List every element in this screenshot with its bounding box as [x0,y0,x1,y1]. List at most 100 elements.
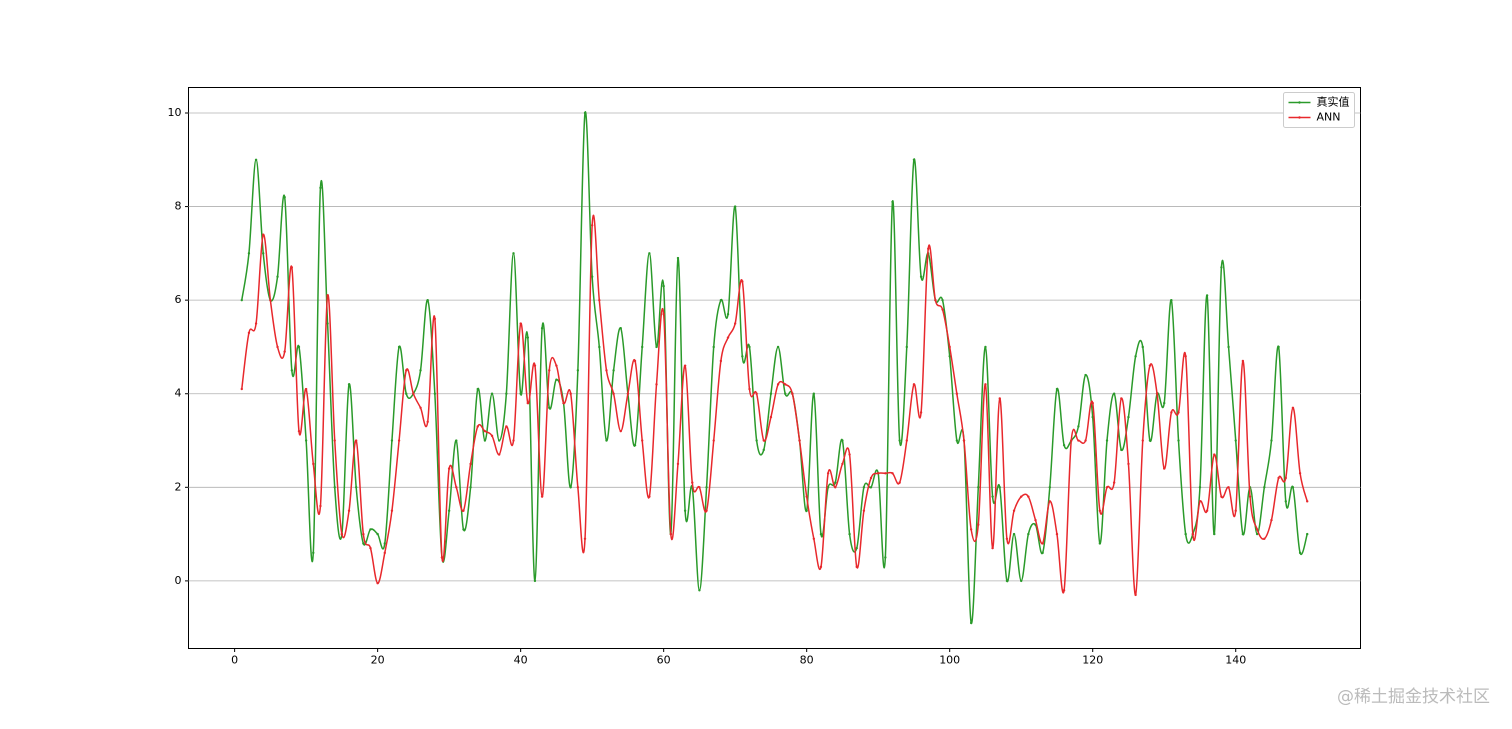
point-marker [991,495,994,498]
point-marker [376,532,379,536]
point-marker [698,589,701,592]
point-marker [662,284,665,288]
point-marker [812,392,816,395]
point-marker [548,406,551,409]
point-marker [1213,453,1216,456]
point-marker [548,369,551,372]
point-marker [362,532,365,536]
series-line [241,111,1308,624]
point-marker [1205,294,1209,297]
point-marker [1034,518,1037,522]
y-tick-label: 4 [175,387,182,400]
point-marker [733,322,737,325]
point-marker [984,345,987,349]
point-marker [1155,392,1159,395]
legend-marker [1298,101,1301,104]
point-marker [712,345,715,349]
point-marker [283,196,286,199]
point-marker [633,444,637,447]
y-tick-label: 6 [175,293,182,306]
point-marker [1148,439,1152,442]
point-marker [841,439,844,442]
point-marker [1077,425,1080,428]
point-marker [869,476,873,480]
point-marker [383,542,386,545]
point-marker [1306,532,1309,536]
point-marker [519,392,522,395]
x-tick-label: 120 [1082,654,1103,667]
point-marker [433,317,437,321]
point-marker [741,280,744,283]
point-marker [1198,486,1202,489]
point-marker [919,275,923,278]
point-marker [447,467,451,470]
point-marker [1298,551,1302,555]
point-marker [276,345,279,349]
x-tick-label: 140 [1225,654,1246,667]
point-marker [712,439,715,442]
point-marker [834,486,837,489]
point-marker [1184,532,1187,536]
point-marker [719,298,723,302]
point-marker [462,509,465,512]
point-marker [590,275,594,278]
point-marker [862,486,866,489]
point-marker [726,336,730,339]
point-marker [898,481,901,484]
point-marker [569,486,572,489]
point-marker [705,509,708,512]
point-marker [540,495,544,498]
point-marker [755,439,758,442]
point-marker [969,528,973,531]
point-marker [1148,364,1152,367]
point-marker [419,406,422,409]
point-marker [269,298,272,302]
point-marker [1012,532,1016,536]
point-marker [390,509,394,512]
point-marker [1270,439,1273,442]
point-marker [1120,397,1123,400]
point-marker [1198,500,1202,503]
point-marker [891,200,894,204]
point-marker [1170,298,1173,302]
point-marker [1205,509,1209,512]
point-marker [984,383,987,386]
point-marker [526,401,530,405]
point-marker [1284,476,1287,480]
point-marker [748,345,751,349]
point-marker [905,345,908,349]
point-marker [397,345,401,349]
point-marker [998,397,1001,400]
point-marker [583,537,587,540]
point-marker [927,247,930,250]
point-marker [240,387,243,391]
point-marker [304,439,308,442]
y-tick-label: 10 [168,106,182,119]
point-marker [347,509,351,512]
point-marker [369,546,372,550]
point-marker [254,158,258,161]
point-marker [390,439,394,442]
point-marker [1141,345,1144,349]
point-marker [1019,495,1023,498]
point-marker [762,448,765,452]
point-marker [576,486,580,489]
legend-label: 真实值 [1317,95,1350,109]
point-marker [748,387,751,391]
point-marker [533,579,537,583]
point-marker [977,486,980,489]
point-marker [426,420,429,424]
point-marker [512,439,515,442]
point-marker [476,425,479,428]
point-marker [1070,439,1073,442]
point-marker [1127,462,1130,466]
point-marker [1105,439,1109,442]
point-marker [941,298,944,302]
point-marker [362,542,365,545]
point-marker [297,429,301,433]
point-marker [333,486,336,489]
point-marker [819,532,823,536]
point-marker [569,392,572,395]
point-marker [469,462,472,466]
point-marker [1048,486,1052,489]
